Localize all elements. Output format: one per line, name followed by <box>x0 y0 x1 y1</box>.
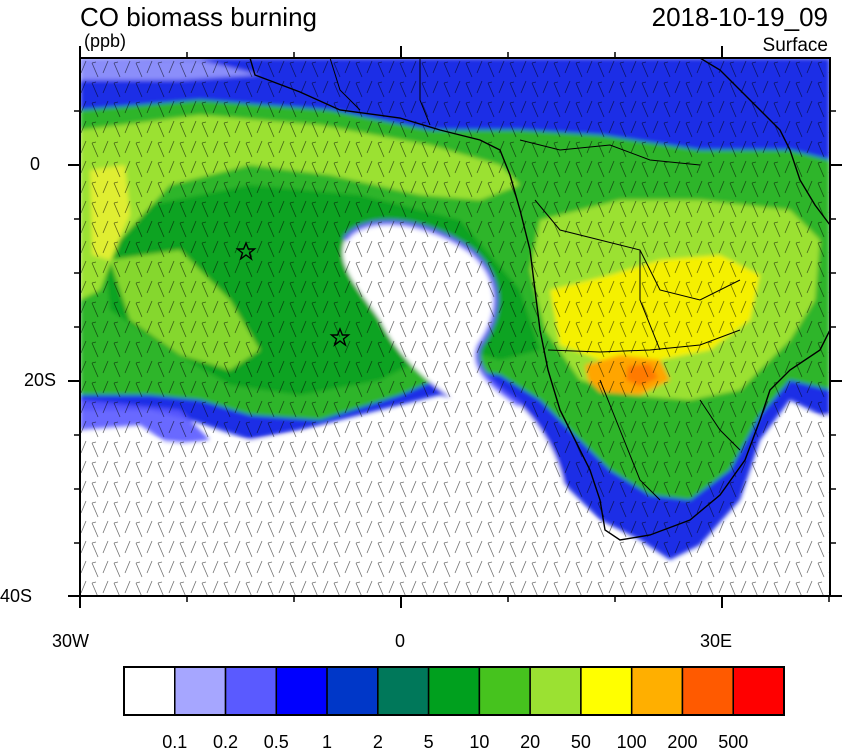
colorbar <box>123 666 785 716</box>
colorbar-label: 20 <box>520 732 541 752</box>
colorbar-swatch <box>529 666 582 716</box>
colorbar-swatch <box>681 666 734 716</box>
level-label: Surface <box>762 35 828 56</box>
valid-datetime: 2018-10-19_09 <box>651 2 828 32</box>
colorbar-label: 50 <box>570 732 591 752</box>
coastlines <box>249 58 830 541</box>
colorbar-swatch <box>732 666 785 716</box>
colorbar-swatch <box>174 666 227 716</box>
x-tick-label-30w: 30W <box>52 631 90 651</box>
colorbar-label: 500 <box>718 732 749 752</box>
colorbar-label: 0.1 <box>162 732 188 752</box>
colorbar-swatch <box>275 666 328 716</box>
colorbar-swatch <box>630 666 684 716</box>
colorbar-label: 1 <box>322 732 333 752</box>
axis-ticks <box>68 46 842 608</box>
star-markers <box>235 241 351 347</box>
colorbar-swatch <box>580 666 633 716</box>
colorbar-label: 0.5 <box>263 732 289 752</box>
x-tick-label-0: 0 <box>395 631 406 651</box>
colorbar-label: 100 <box>616 732 647 752</box>
plot-area <box>80 58 830 596</box>
units-label: (ppb) <box>84 31 127 51</box>
colorbar-label: 0.2 <box>213 732 239 752</box>
colorbar-swatch <box>478 666 531 716</box>
colorbar-label: 200 <box>667 732 698 752</box>
y-tick-label-20s: 20S <box>24 370 57 390</box>
map-title: CO biomass burning <box>80 2 317 32</box>
star-marker-2 <box>329 327 351 347</box>
colorbar-swatch <box>224 666 278 716</box>
wind-vectors <box>80 58 830 596</box>
colorbar-swatch <box>326 666 379 716</box>
colorbar-swatch <box>123 666 176 716</box>
colorbar-swatch <box>427 666 481 716</box>
colorbar-label: 5 <box>423 732 434 752</box>
y-tick-label-0: 0 <box>30 154 41 174</box>
colorbar-label: 2 <box>372 732 383 752</box>
colorbar-label: 10 <box>469 732 490 752</box>
x-tick-label-30e: 30E <box>700 631 733 651</box>
colorbar-outline <box>123 666 785 716</box>
colorbar-swatch <box>377 666 430 716</box>
star-marker-1 <box>235 241 257 261</box>
y-tick-label-40s: 40S <box>0 586 33 606</box>
